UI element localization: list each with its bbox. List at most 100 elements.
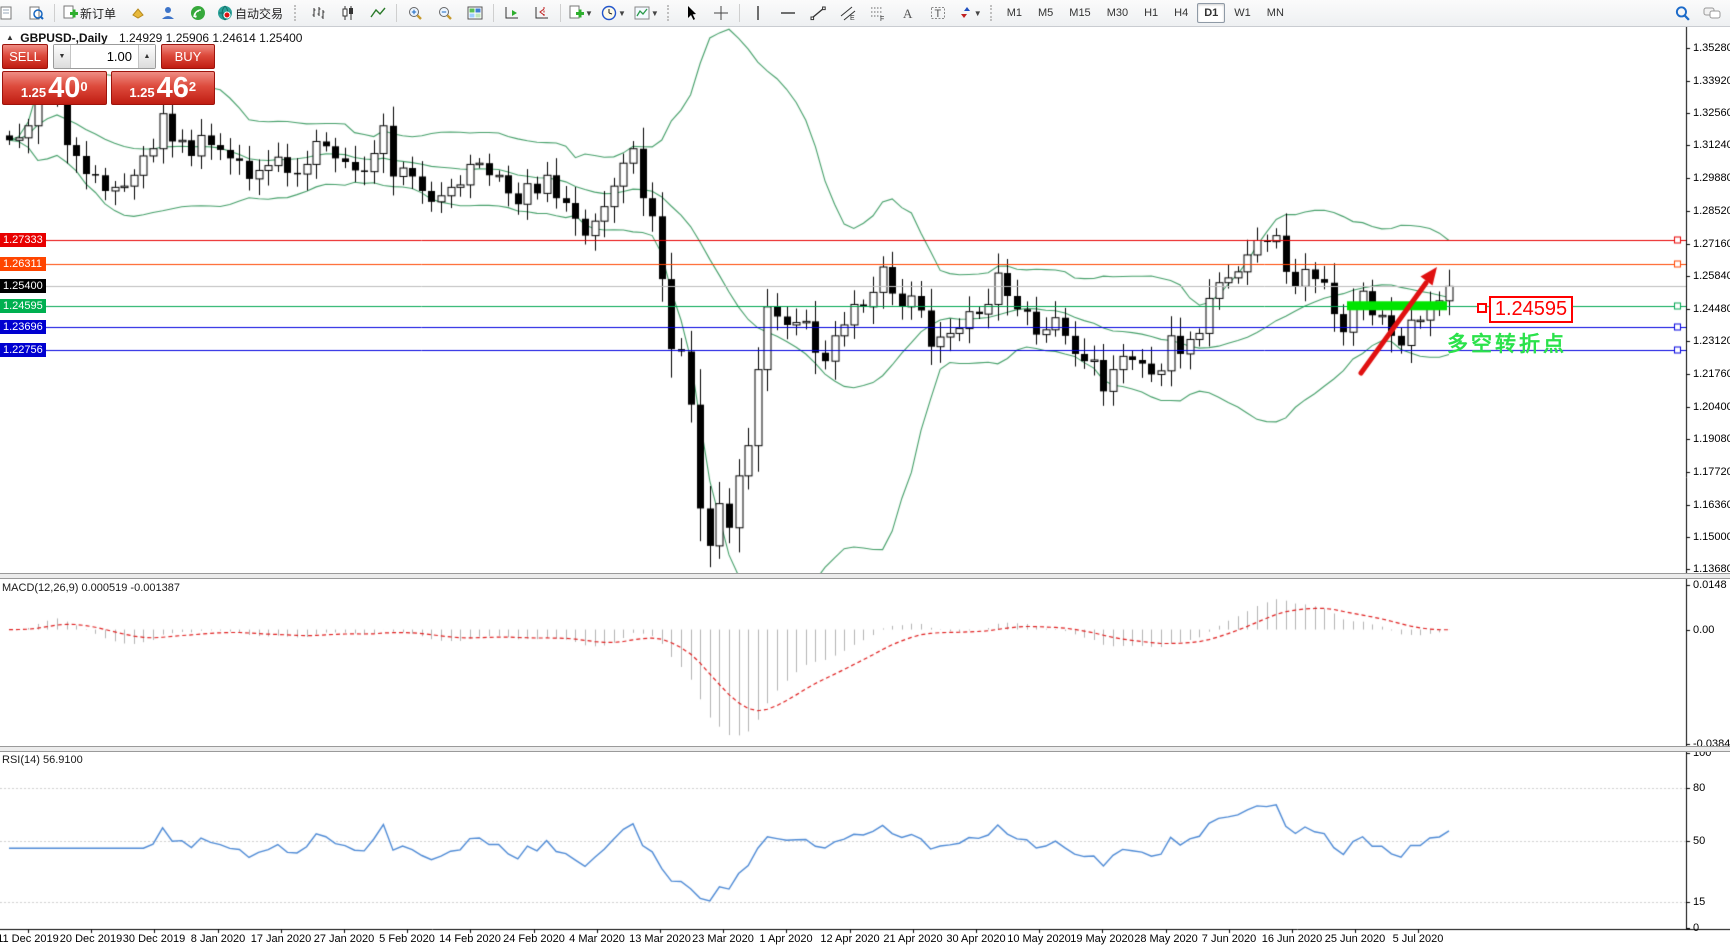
zoom-in-button[interactable]	[401, 1, 429, 25]
profile-button[interactable]	[154, 1, 182, 25]
chart-window-button[interactable]	[0, 1, 20, 25]
date-axis-label: 24 Feb 2020	[503, 933, 565, 945]
search-button[interactable]	[1668, 1, 1696, 25]
market-icon	[132, 8, 144, 19]
pane-separator[interactable]	[0, 573, 1730, 579]
price-axis-tick: 1.15000	[1693, 531, 1730, 543]
chart-shift-icon	[535, 7, 549, 19]
date-axis-label: 30 Apr 2020	[946, 933, 1006, 945]
timeframe-M30[interactable]: M30	[1106, 7, 1129, 19]
signals-button[interactable]	[184, 1, 212, 25]
price-callout-box[interactable]: 1.24595	[1489, 296, 1573, 323]
chat-button[interactable]	[1698, 1, 1726, 25]
fibonacci-button[interactable]: F	[864, 1, 892, 25]
timeframe-H1[interactable]: H1	[1144, 7, 1159, 19]
price-axis-tick: 1.27160	[1693, 238, 1730, 250]
buy-button[interactable]: BUY	[161, 44, 215, 69]
chart-shift-button[interactable]	[528, 1, 556, 25]
line-chart-button[interactable]	[364, 1, 392, 25]
profile-icon	[162, 7, 175, 19]
templates-button[interactable]: ▼	[565, 1, 596, 25]
chat-icon	[1703, 7, 1721, 19]
timeframe-bar: M1 M5 M15 M30 H1 H4 D1 W1 MN	[999, 3, 1292, 23]
text-icon: A	[903, 6, 913, 21]
cursor-button[interactable]	[677, 1, 705, 25]
date-axis-label: 28 May 2020	[1134, 933, 1198, 945]
timeframe-D1[interactable]: D1	[1197, 3, 1226, 23]
date-axis-label: 8 Jan 2020	[190, 933, 246, 945]
tile-windows-button[interactable]	[461, 1, 489, 25]
sell-button[interactable]: SELL	[2, 44, 48, 69]
horizontal-line-button[interactable]	[774, 1, 802, 25]
date-axis-label: 27 Jan 2020	[313, 933, 375, 945]
periods-button[interactable]: ▼	[598, 1, 629, 25]
volume-input[interactable]: 1.00	[106, 49, 132, 64]
price-line-badge: 1.27333	[0, 233, 46, 247]
text-button[interactable]: A	[894, 1, 922, 25]
indicators-icon	[634, 6, 650, 20]
zoom-out-button[interactable]	[431, 1, 459, 25]
bar-chart-button[interactable]	[304, 1, 332, 25]
channel-button[interactable]: E	[834, 1, 862, 25]
timeframe-H4[interactable]: H4	[1174, 7, 1189, 19]
sell-price-main: 40	[48, 72, 81, 104]
sell-price-pipette: 0	[80, 79, 88, 94]
rsi-label: RSI(14) 56.9100	[2, 754, 83, 766]
market-button[interactable]	[124, 1, 152, 25]
svg-text:A: A	[903, 6, 913, 21]
one-click-trading-panel: SELL ▼ 1.00 ▲ BUY 1.25 40 0 1.25 46 2	[2, 44, 215, 105]
candlestick-button[interactable]	[334, 1, 362, 25]
vertical-line-button[interactable]	[744, 1, 772, 25]
buy-price-pipette: 2	[188, 79, 197, 94]
timeframe-W1[interactable]: W1	[1234, 7, 1251, 19]
sell-price-prefix: 1.25	[20, 85, 47, 100]
timeframe-MN[interactable]: MN	[1266, 7, 1284, 19]
autotrading-icon	[218, 5, 233, 21]
auto-scroll-button[interactable]	[498, 1, 526, 25]
macd-label: MACD(12,26,9) 0.000519 -0.001387	[2, 582, 180, 594]
indicators-button[interactable]: ▼	[631, 1, 662, 25]
trendline-icon	[810, 6, 826, 21]
callout-anchor-handle[interactable]	[1477, 303, 1487, 313]
fibonacci-icon: F	[870, 7, 884, 21]
bar-chart-icon	[312, 7, 325, 19]
arrows-button[interactable]: ▼	[954, 1, 985, 25]
candlestick-icon	[342, 6, 354, 20]
date-axis-label: 23 Mar 2020	[692, 933, 754, 945]
timeframe-M5[interactable]: M5	[1038, 7, 1054, 19]
macd-axis-tick: 0.00	[1693, 624, 1715, 636]
sell-price-button[interactable]: 1.25 40 0	[2, 71, 107, 105]
buy-price-button[interactable]: 1.25 46 2	[110, 71, 215, 105]
date-axis-label: 21 Apr 2020	[883, 933, 943, 945]
volume-decrease-button[interactable]: ▼	[54, 45, 71, 68]
date-axis-label: 10 May 2020	[1007, 933, 1071, 945]
autotrading-label: 自动交易	[235, 6, 284, 21]
autotrading-button[interactable]: 自动交易	[214, 1, 289, 25]
date-axis-label: 12 Apr 2020	[820, 933, 880, 945]
new-order-label: 新订单	[80, 6, 117, 21]
text-label-button[interactable]: T	[924, 1, 952, 25]
date-axis-label: 30 Dec 2019	[122, 933, 186, 945]
date-axis-label: 5 Jul 2020	[1392, 933, 1444, 945]
turning-point-note[interactable]: 多空转折点	[1447, 333, 1567, 356]
date-axis-label: 16 Jun 2020	[1261, 933, 1323, 945]
rsi-axis-tick: 80	[1693, 782, 1706, 794]
print-preview-button[interactable]	[22, 1, 50, 25]
price-line-badge: 1.26311	[0, 257, 46, 271]
toolbar-separator	[738, 4, 740, 22]
auto-scroll-icon	[505, 7, 519, 19]
zoom-in-icon	[409, 7, 422, 20]
new-order-button[interactable]: 新订单	[59, 1, 122, 25]
volume-increase-button[interactable]: ▲	[138, 45, 155, 68]
toolbar-handle	[666, 5, 672, 21]
pane-separator[interactable]	[0, 746, 1730, 752]
rsi-axis-tick: 50	[1693, 835, 1706, 847]
trendline-button[interactable]	[804, 1, 832, 25]
price-axis-tick: 1.24480	[1693, 303, 1730, 315]
timeframe-M15[interactable]: M15	[1069, 7, 1091, 19]
dropdown-caret-icon: ▼	[585, 8, 593, 18]
date-axis-label: 1 Apr 2020	[759, 933, 813, 945]
crosshair-button[interactable]	[707, 1, 735, 25]
timeframe-M1[interactable]: M1	[1006, 7, 1022, 19]
